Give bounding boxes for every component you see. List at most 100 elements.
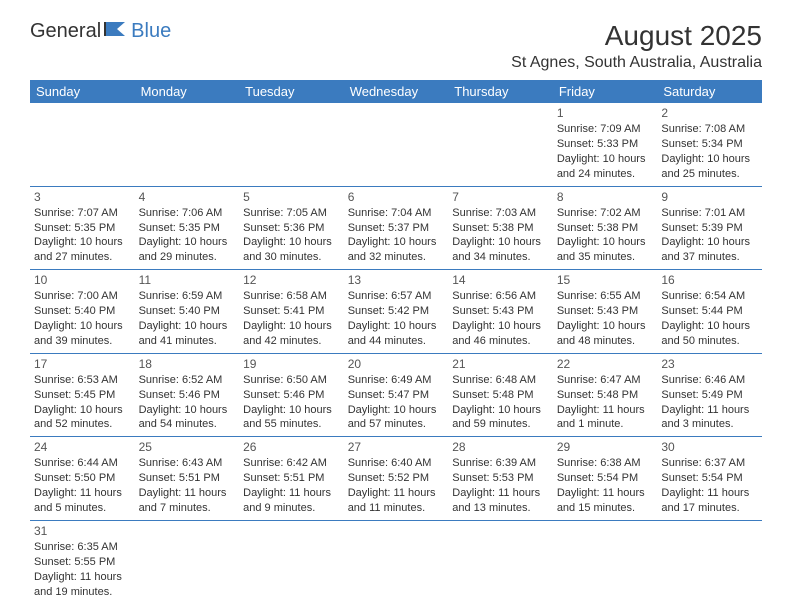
sunrise-line: Sunrise: 7:02 AM [557, 206, 654, 221]
daylight-line: Daylight: 11 hours and 19 minutes. [34, 570, 131, 600]
calendar-cell: 15Sunrise: 6:55 AMSunset: 5:43 PMDayligh… [553, 270, 658, 354]
daylight-line: Daylight: 10 hours and 44 minutes. [348, 319, 445, 349]
calendar-cell [448, 520, 553, 603]
daylight-line: Daylight: 11 hours and 9 minutes. [243, 486, 340, 516]
sunset-line: Sunset: 5:44 PM [661, 304, 758, 319]
calendar-cell [30, 103, 135, 186]
calendar-cell: 29Sunrise: 6:38 AMSunset: 5:54 PMDayligh… [553, 437, 658, 521]
sunrise-line: Sunrise: 6:49 AM [348, 373, 445, 388]
calendar-cell: 20Sunrise: 6:49 AMSunset: 5:47 PMDayligh… [344, 353, 449, 437]
col-friday: Friday [553, 80, 658, 103]
daylight-line: Daylight: 10 hours and 32 minutes. [348, 235, 445, 265]
calendar-cell: 24Sunrise: 6:44 AMSunset: 5:50 PMDayligh… [30, 437, 135, 521]
calendar-cell: 30Sunrise: 6:37 AMSunset: 5:54 PMDayligh… [657, 437, 762, 521]
sunrise-line: Sunrise: 6:44 AM [34, 456, 131, 471]
calendar-row: 1Sunrise: 7:09 AMSunset: 5:33 PMDaylight… [30, 103, 762, 186]
logo-text-blue: Blue [131, 20, 171, 43]
header-row: Sunday Monday Tuesday Wednesday Thursday… [30, 80, 762, 103]
sunrise-line: Sunrise: 7:06 AM [139, 206, 236, 221]
logo-text-general: General [30, 20, 101, 43]
calendar-cell: 27Sunrise: 6:40 AMSunset: 5:52 PMDayligh… [344, 437, 449, 521]
sunset-line: Sunset: 5:36 PM [243, 221, 340, 236]
sunset-line: Sunset: 5:54 PM [557, 471, 654, 486]
sunrise-line: Sunrise: 7:08 AM [661, 122, 758, 137]
sunset-line: Sunset: 5:43 PM [452, 304, 549, 319]
sunrise-line: Sunrise: 6:47 AM [557, 373, 654, 388]
sunrise-line: Sunrise: 6:56 AM [452, 289, 549, 304]
sunrise-line: Sunrise: 7:09 AM [557, 122, 654, 137]
location-text: St Agnes, South Australia, Australia [511, 54, 762, 72]
daylight-line: Daylight: 10 hours and 54 minutes. [139, 403, 236, 433]
daylight-line: Daylight: 10 hours and 30 minutes. [243, 235, 340, 265]
sunset-line: Sunset: 5:46 PM [243, 388, 340, 403]
sunrise-line: Sunrise: 6:50 AM [243, 373, 340, 388]
day-number: 17 [34, 356, 131, 372]
calendar-cell: 18Sunrise: 6:52 AMSunset: 5:46 PMDayligh… [135, 353, 240, 437]
sunset-line: Sunset: 5:45 PM [34, 388, 131, 403]
calendar-cell: 28Sunrise: 6:39 AMSunset: 5:53 PMDayligh… [448, 437, 553, 521]
day-number: 31 [34, 523, 131, 539]
header: General Blue August 2025 St Agnes, South… [30, 20, 762, 72]
daylight-line: Daylight: 10 hours and 42 minutes. [243, 319, 340, 349]
calendar-cell [239, 520, 344, 603]
calendar-cell: 26Sunrise: 6:42 AMSunset: 5:51 PMDayligh… [239, 437, 344, 521]
calendar-cell: 8Sunrise: 7:02 AMSunset: 5:38 PMDaylight… [553, 186, 658, 270]
sunrise-line: Sunrise: 6:57 AM [348, 289, 445, 304]
sunset-line: Sunset: 5:51 PM [139, 471, 236, 486]
sunset-line: Sunset: 5:38 PM [557, 221, 654, 236]
col-sunday: Sunday [30, 80, 135, 103]
sunrise-line: Sunrise: 6:54 AM [661, 289, 758, 304]
daylight-line: Daylight: 11 hours and 3 minutes. [661, 403, 758, 433]
day-number: 22 [557, 356, 654, 372]
title-block: August 2025 St Agnes, South Australia, A… [511, 20, 762, 72]
sunset-line: Sunset: 5:48 PM [557, 388, 654, 403]
sunset-line: Sunset: 5:40 PM [34, 304, 131, 319]
sunrise-line: Sunrise: 6:52 AM [139, 373, 236, 388]
day-number: 11 [139, 272, 236, 288]
col-saturday: Saturday [657, 80, 762, 103]
sunrise-line: Sunrise: 6:42 AM [243, 456, 340, 471]
day-number: 9 [661, 189, 758, 205]
sunset-line: Sunset: 5:50 PM [34, 471, 131, 486]
day-number: 10 [34, 272, 131, 288]
calendar-cell: 21Sunrise: 6:48 AMSunset: 5:48 PMDayligh… [448, 353, 553, 437]
calendar-cell: 11Sunrise: 6:59 AMSunset: 5:40 PMDayligh… [135, 270, 240, 354]
daylight-line: Daylight: 11 hours and 1 minute. [557, 403, 654, 433]
calendar-cell: 9Sunrise: 7:01 AMSunset: 5:39 PMDaylight… [657, 186, 762, 270]
sunrise-line: Sunrise: 7:01 AM [661, 206, 758, 221]
day-number: 20 [348, 356, 445, 372]
calendar-cell [657, 520, 762, 603]
calendar-row: 3Sunrise: 7:07 AMSunset: 5:35 PMDaylight… [30, 186, 762, 270]
col-wednesday: Wednesday [344, 80, 449, 103]
col-tuesday: Tuesday [239, 80, 344, 103]
sunset-line: Sunset: 5:42 PM [348, 304, 445, 319]
day-number: 4 [139, 189, 236, 205]
sunrise-line: Sunrise: 6:59 AM [139, 289, 236, 304]
day-number: 25 [139, 439, 236, 455]
sunrise-line: Sunrise: 7:00 AM [34, 289, 131, 304]
daylight-line: Daylight: 10 hours and 48 minutes. [557, 319, 654, 349]
calendar-body: 1Sunrise: 7:09 AMSunset: 5:33 PMDaylight… [30, 103, 762, 603]
daylight-line: Daylight: 11 hours and 5 minutes. [34, 486, 131, 516]
daylight-line: Daylight: 10 hours and 39 minutes. [34, 319, 131, 349]
sunset-line: Sunset: 5:39 PM [661, 221, 758, 236]
sunrise-line: Sunrise: 6:58 AM [243, 289, 340, 304]
sunrise-line: Sunrise: 7:05 AM [243, 206, 340, 221]
daylight-line: Daylight: 10 hours and 37 minutes. [661, 235, 758, 265]
calendar-cell: 12Sunrise: 6:58 AMSunset: 5:41 PMDayligh… [239, 270, 344, 354]
sunrise-line: Sunrise: 6:39 AM [452, 456, 549, 471]
day-number: 3 [34, 189, 131, 205]
day-number: 13 [348, 272, 445, 288]
day-number: 2 [661, 105, 758, 121]
sunset-line: Sunset: 5:54 PM [661, 471, 758, 486]
sunset-line: Sunset: 5:38 PM [452, 221, 549, 236]
sunrise-line: Sunrise: 6:37 AM [661, 456, 758, 471]
calendar-cell: 7Sunrise: 7:03 AMSunset: 5:38 PMDaylight… [448, 186, 553, 270]
calendar-cell: 4Sunrise: 7:06 AMSunset: 5:35 PMDaylight… [135, 186, 240, 270]
month-title: August 2025 [511, 20, 762, 52]
day-number: 18 [139, 356, 236, 372]
daylight-line: Daylight: 10 hours and 50 minutes. [661, 319, 758, 349]
day-number: 23 [661, 356, 758, 372]
sunrise-line: Sunrise: 7:04 AM [348, 206, 445, 221]
daylight-line: Daylight: 10 hours and 52 minutes. [34, 403, 131, 433]
